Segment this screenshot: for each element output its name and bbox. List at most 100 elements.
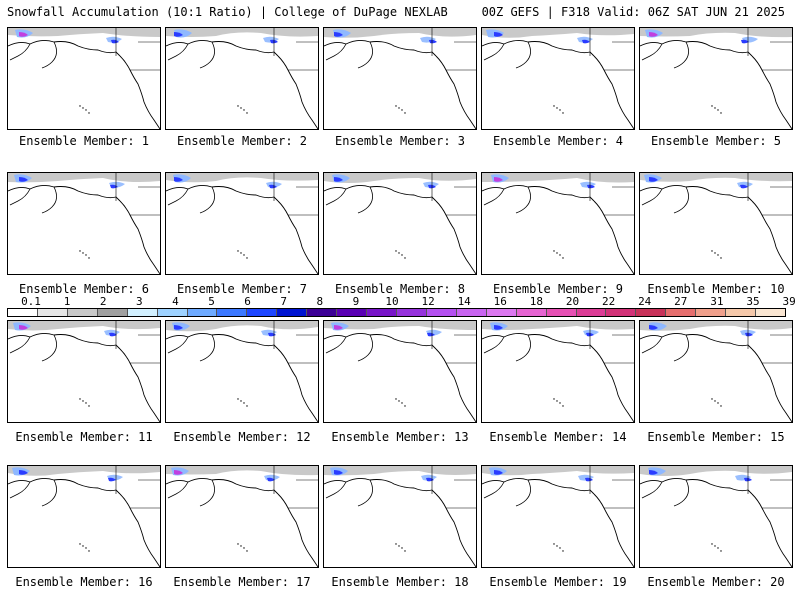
snow-heavy-area xyxy=(334,470,343,475)
alaska-coastline xyxy=(8,332,121,350)
alaska-coastline xyxy=(8,39,121,57)
snow-heavy-area xyxy=(429,39,437,44)
hawaii-island xyxy=(88,405,90,407)
west-coastline xyxy=(277,200,318,274)
alaska-coast-south xyxy=(41,334,57,362)
snow-light-area xyxy=(640,28,792,38)
snow-mid-area xyxy=(577,36,593,43)
alaska-coast-south xyxy=(199,334,215,362)
west-coastline xyxy=(751,493,792,567)
hawaii-island xyxy=(556,252,558,254)
snow-light-area xyxy=(640,466,792,476)
member-map xyxy=(482,28,634,129)
alaska-peninsula xyxy=(483,43,505,61)
alaska-peninsula xyxy=(641,336,663,354)
alaska-coast-south xyxy=(199,479,215,507)
member-map xyxy=(8,173,160,274)
alaska-coast-south xyxy=(515,41,531,69)
ensemble-member-label: Ensemble Member: 11 xyxy=(15,430,153,444)
alaska-coast-south xyxy=(673,479,689,507)
alaska-coastline xyxy=(324,39,437,57)
hawaii-island xyxy=(404,257,406,259)
hawaii-island xyxy=(246,550,248,552)
alaska-peninsula xyxy=(641,481,663,499)
hawaii-island xyxy=(717,547,719,549)
snow-light-area xyxy=(324,466,476,476)
hawaii-island xyxy=(398,107,400,109)
colorbar-tick-label: 20 xyxy=(565,295,580,308)
hawaii-island xyxy=(85,109,87,111)
colorbar-swatch xyxy=(187,309,218,316)
west-coastline xyxy=(277,348,318,422)
snow-heavy-area xyxy=(649,177,658,182)
west-coastline xyxy=(277,493,318,567)
colorbar-tick-label: 7 xyxy=(280,295,287,308)
hawaii-island xyxy=(714,400,716,402)
snow-light-area xyxy=(8,466,160,476)
west-coastline xyxy=(119,55,160,129)
snow-heavy-area xyxy=(582,39,590,44)
hawaii-island xyxy=(401,402,403,404)
alaska-coast-south xyxy=(357,479,373,507)
snow-mid-area xyxy=(421,474,437,481)
snow-light-area xyxy=(482,466,634,476)
colorbar-swatch xyxy=(666,309,697,316)
snow-heavy-area xyxy=(649,470,658,475)
hawaii-island xyxy=(553,398,555,400)
snow-heavy-area xyxy=(174,177,183,182)
hawaii-island xyxy=(559,402,561,404)
colorbar-swatch xyxy=(277,309,308,316)
member-map xyxy=(324,28,476,129)
alaska-coastline xyxy=(640,184,753,202)
ensemble-member-label: Ensemble Member: 5 xyxy=(650,134,782,148)
hawaii-island xyxy=(79,105,81,107)
snow-light-area xyxy=(324,321,476,330)
hawaii-island xyxy=(82,545,84,547)
ensemble-member-panel xyxy=(481,172,635,275)
hawaii-island xyxy=(401,547,403,549)
hawaii-island xyxy=(720,405,722,407)
west-coastline xyxy=(593,493,634,567)
alaska-coastline xyxy=(482,477,595,495)
colorbar-swatch xyxy=(247,309,278,316)
hawaii-island xyxy=(395,105,397,107)
colorbar-swatch xyxy=(696,309,727,316)
west-coastline xyxy=(751,55,792,129)
alaska-coastline xyxy=(166,477,279,495)
colorbar-tick-label: 12 xyxy=(421,295,435,308)
hawaii-island xyxy=(85,254,87,256)
alaska-peninsula xyxy=(167,336,189,354)
snow-light-area xyxy=(8,28,160,37)
colorbar-swatch xyxy=(307,309,338,316)
colorbar-tick-label: 5 xyxy=(208,295,215,308)
hawaii-island xyxy=(717,109,719,111)
alaska-coastline xyxy=(8,477,121,495)
ensemble-member-label: Ensemble Member: 17 xyxy=(173,575,311,589)
hawaii-island xyxy=(711,398,713,400)
ensemble-member-label: Ensemble Member: 2 xyxy=(176,134,308,148)
ensemble-member-panel xyxy=(323,27,477,130)
ensemble-member-label: Ensemble Member: 13 xyxy=(331,430,469,444)
colorbar-swatch xyxy=(67,309,98,316)
snow-light-area xyxy=(324,173,476,183)
hawaii-island xyxy=(559,254,561,256)
snow-heavy-area xyxy=(19,470,28,475)
ensemble-member-label: Ensemble Member: 8 xyxy=(334,282,466,296)
hawaii-island xyxy=(398,545,400,547)
hawaii-island xyxy=(720,550,722,552)
member-map xyxy=(324,466,476,567)
snow-heavy-area xyxy=(334,32,343,37)
member-map xyxy=(166,173,318,274)
run-valid-time: 00Z GEFS | F318 Valid: 06Z SAT JUN 21 20… xyxy=(481,5,785,19)
alaska-coastline xyxy=(166,332,279,350)
alaska-coastline xyxy=(166,184,279,202)
west-coastline xyxy=(593,55,634,129)
colorbar-tick-label: 2 xyxy=(99,295,107,308)
west-coastline xyxy=(435,348,476,422)
colorbar-tick-label: 27 xyxy=(674,295,688,308)
snow-light-area xyxy=(8,321,160,331)
alaska-coastline xyxy=(482,332,595,350)
snow-mid-area xyxy=(106,36,122,43)
hawaii-island xyxy=(237,250,239,252)
ensemble-member-panel xyxy=(165,172,319,275)
